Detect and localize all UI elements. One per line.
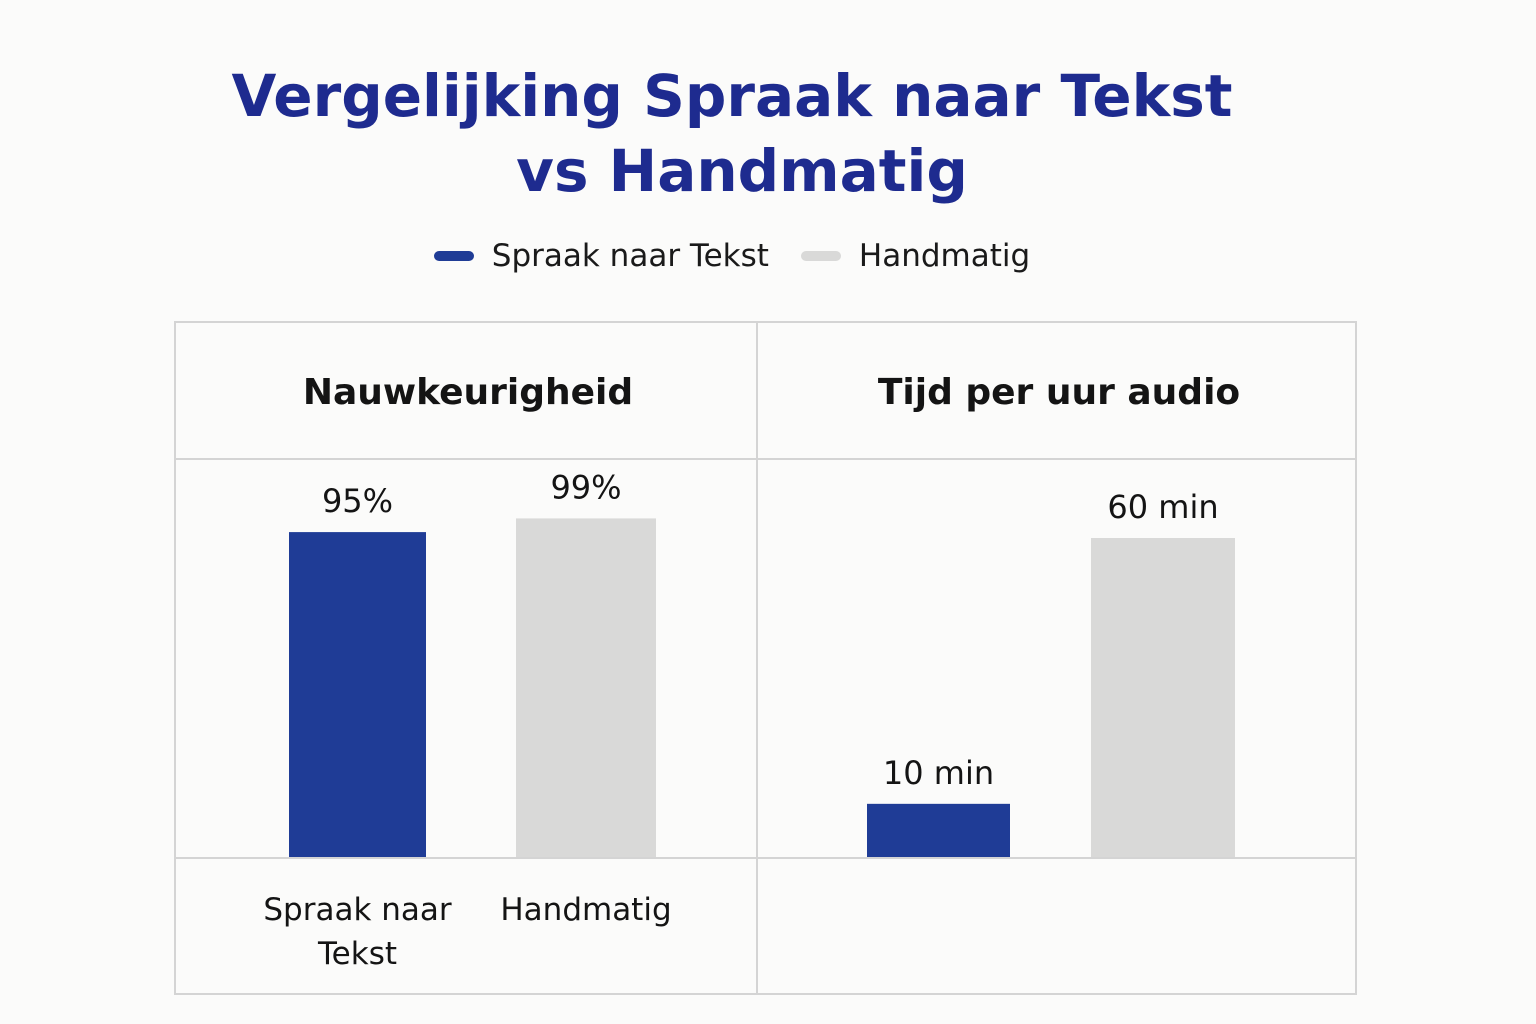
bar-1-0 — [867, 803, 1010, 857]
category-label-0-0-0: Spraak naar — [263, 892, 452, 928]
chart-title-line-1: Vergelijking Spraak naar Tekst — [231, 62, 1233, 130]
category-label-0-0-1: Tekst — [317, 936, 397, 972]
legend-item-handmatig: Handmatig — [800, 238, 1031, 274]
bar-1-1 — [1091, 538, 1235, 857]
legend-swatch-spraak — [433, 251, 474, 261]
category-label-0-1-0: Handmatig — [500, 892, 671, 928]
bar-0-0 — [289, 532, 426, 857]
value-label-1-0: 10 min — [883, 754, 994, 792]
bar-0-1 — [516, 518, 656, 857]
panel-title-1: Tijd per uur audio — [878, 372, 1240, 413]
value-label-1-1: 60 min — [1107, 488, 1218, 526]
value-label-0-1: 99% — [550, 468, 621, 506]
value-label-0-0: 95% — [322, 482, 393, 520]
legend: Spraak naar Tekst Handmatig — [0, 238, 1464, 274]
legend-label-spraak: Spraak naar Tekst — [491, 238, 769, 274]
legend-swatch-handmatig — [800, 251, 841, 261]
grid-border — [174, 321, 1357, 995]
legend-item-spraak: Spraak naar Tekst — [433, 238, 769, 274]
legend-label-handmatig: Handmatig — [858, 238, 1031, 274]
panel-title-0: Nauwkeurigheid — [303, 372, 633, 413]
chart-title-line-2: vs Handmatig — [516, 137, 968, 205]
